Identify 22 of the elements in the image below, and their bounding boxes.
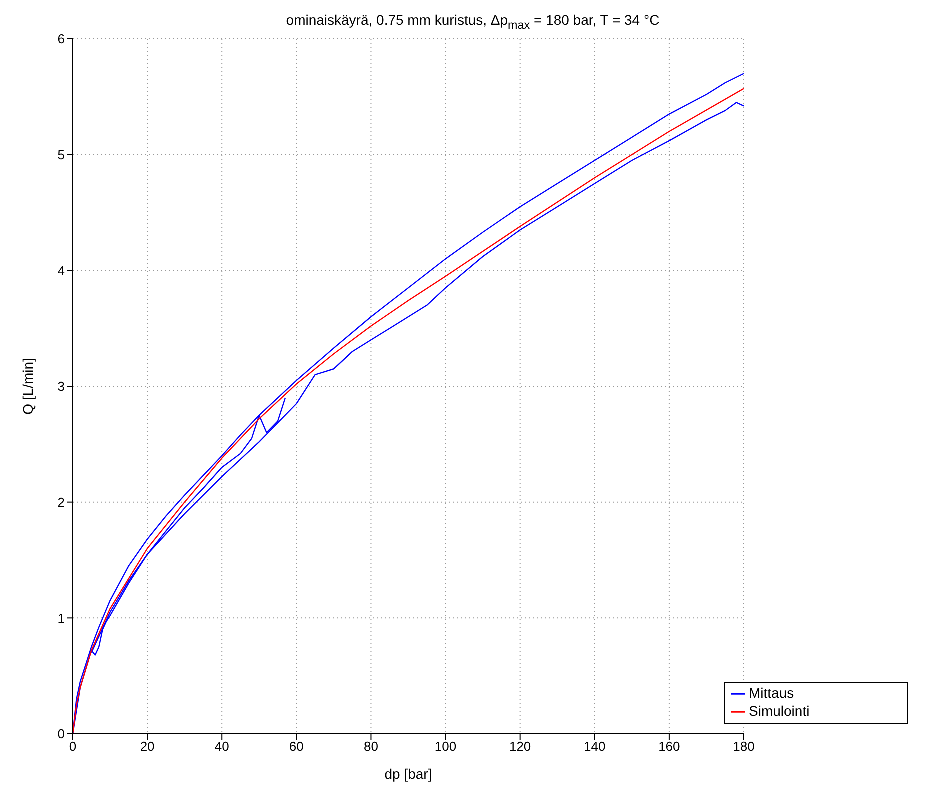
x-tick-label: 180 (733, 739, 755, 754)
y-tick-label: 4 (58, 263, 65, 278)
y-tick-label: 6 (58, 32, 65, 47)
x-tick-label: 140 (584, 739, 606, 754)
y-tick-label: 3 (58, 379, 65, 394)
chart-title: ominaiskäyrä, 0.75 mm kuristus, Δp$_{max}$ = 180 bar, T = 34 °C (286, 12, 660, 32)
y-axis-title: Q [L/min] (20, 358, 36, 415)
x-tick-label: 60 (289, 739, 304, 754)
x-tick-label: 80 (364, 739, 378, 754)
x-tick-label: 20 (140, 739, 155, 754)
x-tick-label: 0 (69, 739, 77, 754)
x-tick-label: 100 (434, 739, 457, 754)
legend-label: Simulointi (749, 703, 810, 719)
y-tick-label: 2 (58, 494, 65, 510)
x-axis-title: dp [bar] (384, 766, 432, 782)
x-tick-label: 160 (658, 739, 680, 754)
x-tick-label: 120 (509, 739, 532, 754)
y-tick-label: 1 (58, 610, 65, 626)
x-tick-label: 40 (214, 739, 230, 754)
y-tick-label: 5 (58, 147, 65, 162)
y-tick-label: 0 (58, 726, 65, 742)
legend-label: Mittaus (749, 685, 794, 701)
